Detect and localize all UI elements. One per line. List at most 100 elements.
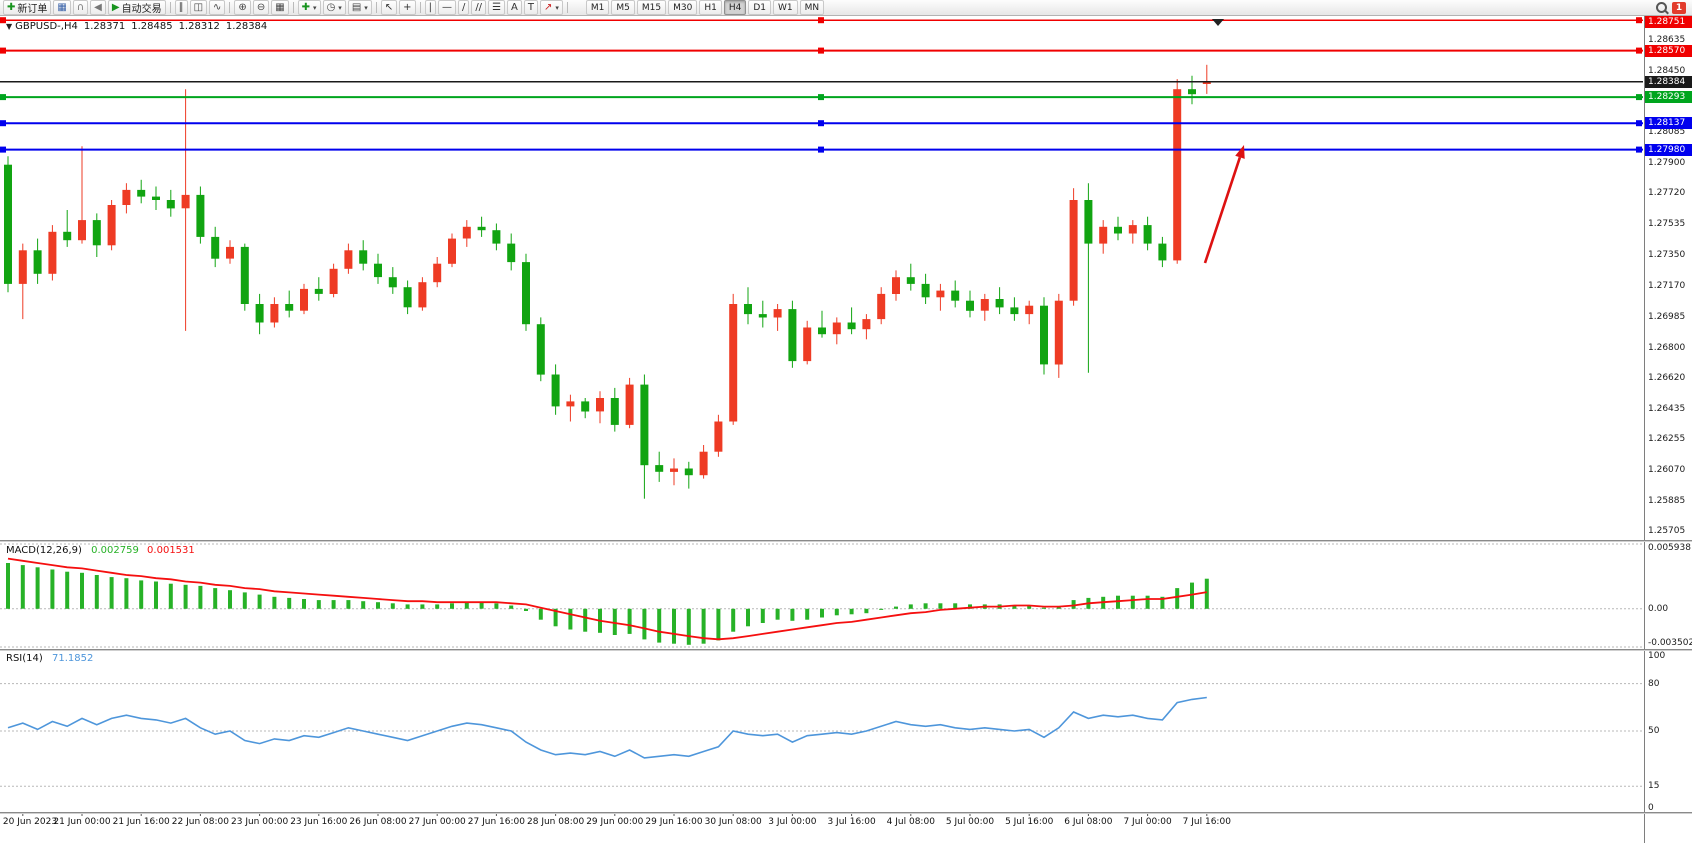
cursor-icon: ↖ [384,1,394,13]
candle-body [596,398,604,412]
resistance-line-upper-handle[interactable] [1636,17,1642,24]
horizontal-line-button[interactable]: — [437,0,456,15]
resistance-line-lower-handle[interactable] [0,47,6,54]
resistance-line-upper-handle[interactable] [0,17,6,24]
tile-windows-button[interactable]: ▦ [271,0,289,15]
price-scale[interactable]: 1.28635 1.28450 1.28085 1.27900 1.27720 1.275… [1644,16,1692,843]
zoom-in-button[interactable]: ⊕ [234,0,251,15]
candlestick-chart-button[interactable]: ◫ [189,0,208,15]
trend-arrow-head [1235,145,1245,159]
timeframe-button-w1[interactable]: W1 [772,0,798,15]
candle-body [655,465,664,472]
macd-histogram-bar [479,602,484,609]
line-chart-button[interactable]: ∿ [209,0,226,15]
candle-body [758,314,767,318]
macd-histogram-bar [242,592,247,609]
timeframe-button-mn[interactable]: MN [799,0,825,15]
chart-shift-marker[interactable] [1212,19,1224,26]
candle-body [1114,226,1122,234]
candle-body [995,299,1004,308]
macd-histogram-bar [524,608,528,611]
zoom-out-button[interactable]: ⊖ [252,0,270,15]
new-order-button[interactable]: ✚ 新订单 [3,0,52,15]
time-axis-label: 5 Jul 00:00 [945,817,995,827]
autotrading-button[interactable]: ▶ 自动交易 [107,0,166,15]
candle-body [507,243,516,263]
support-line-blue-2-handle[interactable] [1636,146,1642,153]
resistance-line-lower-handle[interactable] [818,47,824,54]
macd-histogram-bar [746,608,750,627]
macd-histogram-bar [198,585,203,609]
timeframe-button-m5[interactable]: M5 [611,0,635,15]
text-button[interactable]: A [507,0,522,15]
trend-arrow[interactable] [1203,156,1242,264]
scale-label: 0 [1648,803,1654,813]
indicators-add-button[interactable]: ✚ ▾ [297,0,321,15]
channel-button[interactable]: // [471,0,487,15]
support-line-blue-2-handle[interactable] [0,146,6,153]
templates-button[interactable]: ▤ ▾ [347,0,372,15]
timeframe-button-m15[interactable]: M15 [636,0,667,15]
macd-histogram-bar [775,608,780,620]
timeframe-button-m30[interactable]: M30 [668,0,698,15]
candle-body [877,293,886,320]
crosshair-icon: + [403,1,412,13]
support-line-blue-2-handle[interactable] [818,146,824,153]
sound-alert-button[interactable]: ◀ [90,0,106,15]
support-line-green-handle[interactable] [818,94,824,101]
toolbar-right: 1 [1656,1,1690,14]
time-axis-label: 23 Jun 16:00 [290,817,348,827]
macd-histogram-bar [390,603,395,609]
support-line-blue-1-handle[interactable] [1636,120,1642,127]
arrows-button[interactable]: ↗ ▾ [539,0,563,15]
resistance-line-upper-handle[interactable] [818,17,824,24]
fibonacci-button[interactable]: ☰ [488,0,506,15]
time-axis-label: 26 Jun 08:00 [349,817,407,827]
timeframe-button-m1[interactable]: M1 [585,0,610,15]
candle-body [980,299,989,311]
periods-button[interactable]: ◷ ▾ [322,0,346,15]
macd-histogram-bar [287,597,292,609]
candle-body [1099,226,1108,244]
support-line-blue-1-handle[interactable] [0,120,6,127]
cursor-button[interactable]: ↖ [380,0,398,15]
new-order-icon: ✚ [7,1,16,13]
candle-body [196,194,205,237]
bars-chart-button[interactable]: ∥ [174,0,188,15]
chart-dropdown-icon[interactable]: ▼ [6,22,13,31]
panel-divider-rsi[interactable] [0,649,1692,651]
candle-body [625,384,634,425]
line-chart-icon: ∿ [213,1,222,13]
vertical-line-button[interactable]: | [424,0,436,15]
trendline-button[interactable]: / [457,0,470,15]
support-line-blue-1-handle[interactable] [818,120,824,127]
search-icon[interactable] [1656,2,1667,13]
label-button[interactable]: T [523,0,538,15]
candle-body [48,231,57,274]
label-icon: T [527,1,534,13]
candle-body [847,322,856,330]
macd-histogram-bar [1204,578,1209,609]
candle-body [1128,225,1137,234]
timeframe-button-d1[interactable]: D1 [748,0,771,15]
support-line-green-handle[interactable] [0,94,6,101]
timeframe-button-h1[interactable]: H1 [699,0,722,15]
macd-histogram-bar [1027,605,1032,609]
time-axis-divider [0,812,1692,814]
macd-histogram-bar [6,563,10,609]
panel-divider-macd[interactable] [0,540,1692,542]
macd-histogram-bar [908,604,913,609]
macd-histogram-bar [124,578,129,609]
support-line-green-handle[interactable] [1636,94,1642,101]
crosshair-button[interactable]: + [399,0,416,15]
scale-label: -0.003502 [1648,638,1692,648]
resistance-line-lower-handle[interactable] [1636,47,1642,54]
macd-histogram-bar [80,572,84,609]
headset-button[interactable]: ∩ [72,0,89,15]
candle-body [18,250,27,284]
notification-badge[interactable]: 1 [1672,1,1686,14]
timeframe-button-h4[interactable]: H4 [723,0,747,15]
chart-window-button[interactable]: ▦ [53,0,71,15]
macd-histogram-bar [701,608,706,644]
